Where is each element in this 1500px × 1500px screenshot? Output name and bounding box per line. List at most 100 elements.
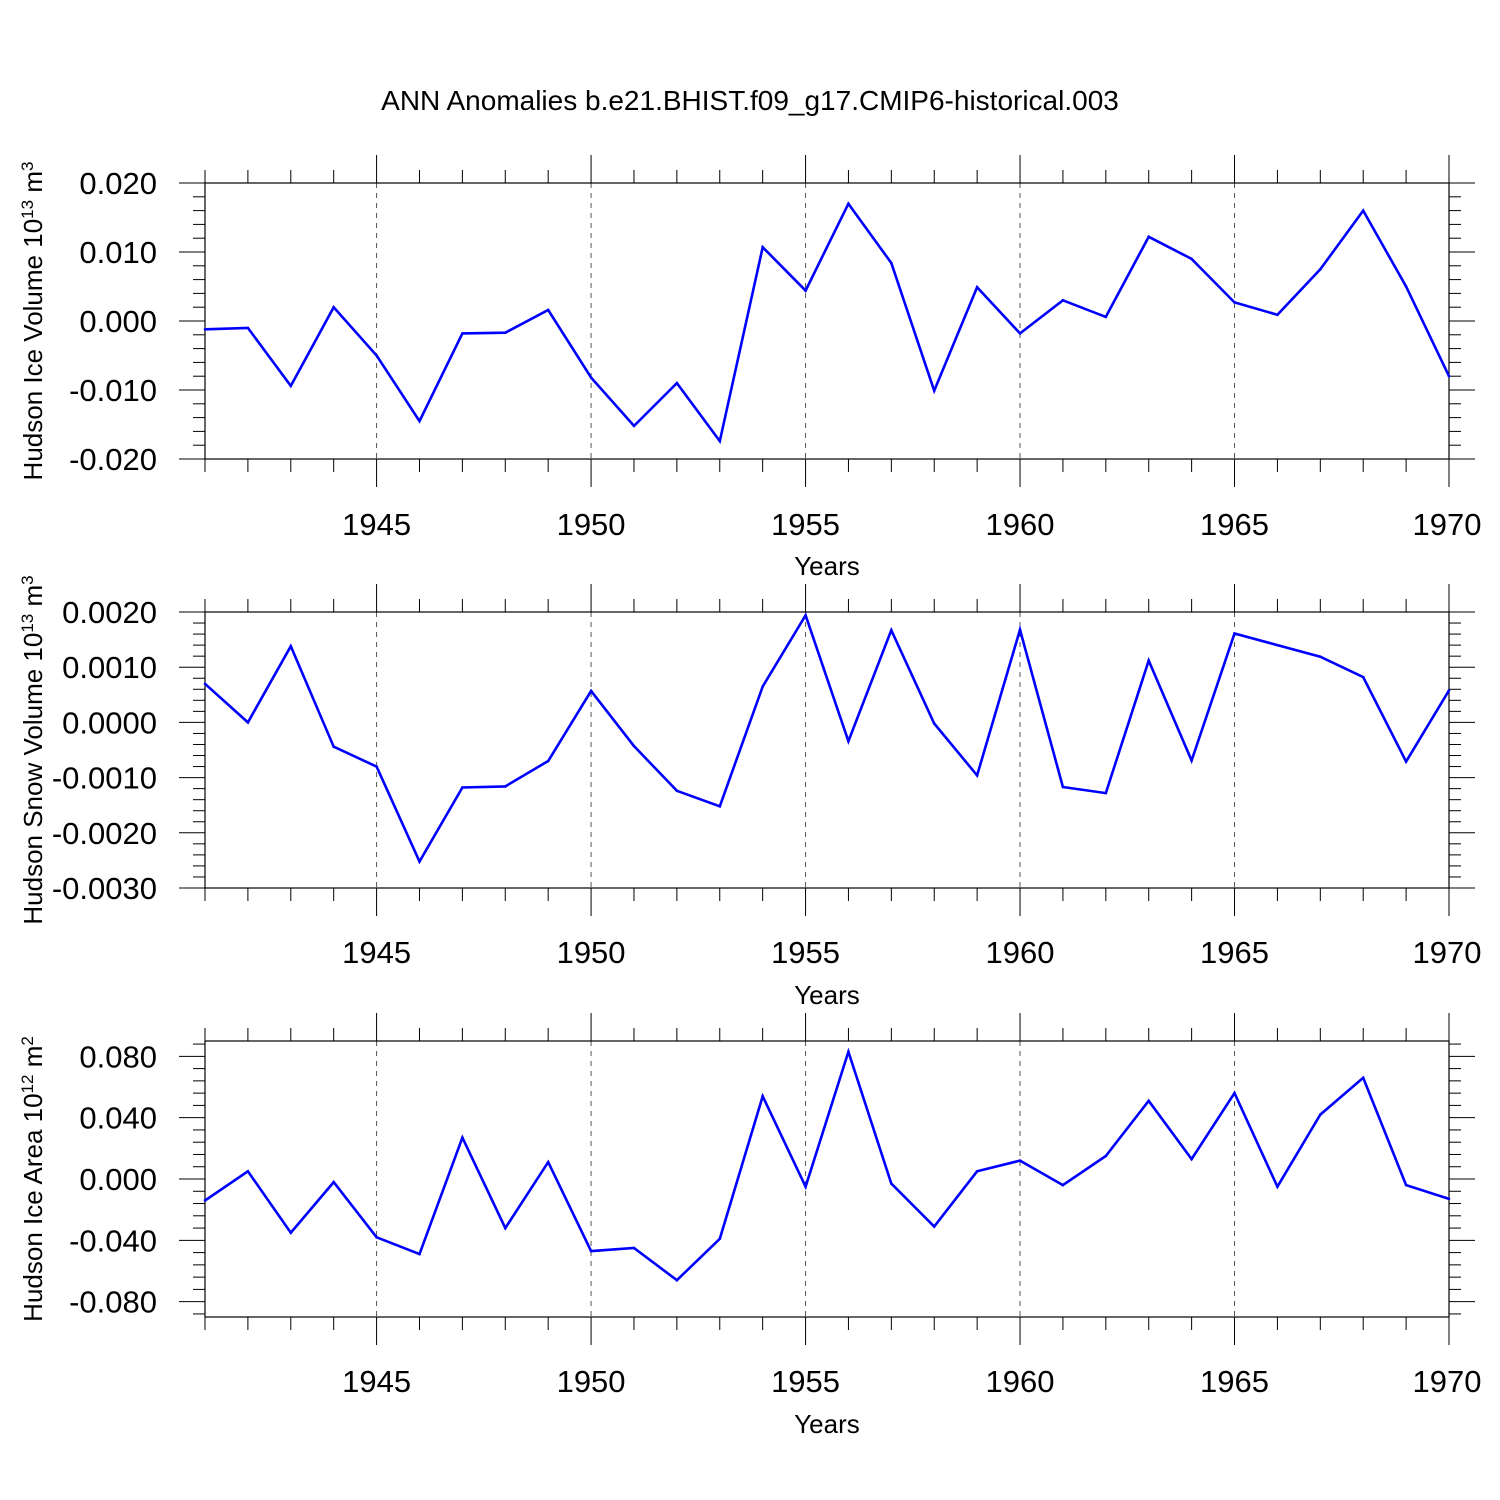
data-point bbox=[1018, 628, 1022, 631]
plot-frame bbox=[204, 182, 1450, 460]
data-point bbox=[503, 331, 507, 335]
plot-frame bbox=[204, 611, 1450, 889]
x-tick-label: 1970 bbox=[1413, 935, 1482, 970]
data-point bbox=[847, 1050, 850, 1054]
data-point bbox=[804, 1185, 807, 1188]
data-point bbox=[1018, 1159, 1022, 1162]
data-point bbox=[718, 439, 722, 443]
data-point bbox=[890, 1182, 893, 1185]
data-point bbox=[418, 860, 421, 863]
data-point bbox=[1104, 315, 1108, 319]
data-point bbox=[1361, 1076, 1365, 1080]
data-point bbox=[1276, 643, 1279, 647]
data-point bbox=[975, 285, 979, 289]
data-point bbox=[890, 628, 893, 632]
data-point bbox=[1061, 1183, 1065, 1187]
data-point bbox=[1276, 313, 1279, 317]
data-point bbox=[1018, 332, 1022, 335]
plot-frame bbox=[204, 1040, 1450, 1318]
data-point bbox=[1061, 299, 1065, 302]
data-point bbox=[461, 1136, 464, 1139]
y-axis-label: Hudson Ice Area 1012 m2 bbox=[18, 1036, 49, 1322]
data-point bbox=[1447, 689, 1451, 692]
x-tick-label: 1965 bbox=[1200, 935, 1269, 970]
data-point bbox=[847, 202, 850, 205]
y-tick-label: 0.000 bbox=[79, 1162, 157, 1197]
data-point bbox=[289, 384, 293, 388]
data-point bbox=[675, 1278, 679, 1282]
y-axis-label: Hudson Ice Volume 1013 m3 bbox=[18, 162, 49, 481]
data-point bbox=[675, 381, 679, 385]
data-point bbox=[375, 765, 378, 768]
data-point bbox=[289, 644, 293, 648]
x-axis-label: Years bbox=[794, 980, 860, 1010]
data-point bbox=[1190, 759, 1193, 762]
data-point bbox=[1190, 257, 1193, 261]
data-point bbox=[589, 689, 593, 693]
y-tick-label: 0.080 bbox=[79, 1039, 157, 1074]
data-point bbox=[1233, 1091, 1236, 1095]
chart-panel-1: -0.020 -0.010 0.000 0.010 0.020 1945 1950 1955 1… bbox=[18, 155, 1482, 581]
series-line bbox=[204, 1047, 1450, 1282]
data-point bbox=[461, 786, 464, 789]
data-point bbox=[761, 685, 764, 688]
data-point bbox=[546, 1160, 550, 1164]
data-point bbox=[1104, 1154, 1108, 1158]
y-tick-label: -0.080 bbox=[69, 1285, 157, 1320]
x-tick-label: 1955 bbox=[771, 1364, 840, 1399]
data-point bbox=[332, 1180, 335, 1184]
y-tick-label: 0.020 bbox=[79, 166, 157, 201]
data-point bbox=[546, 308, 550, 312]
x-tick-label: 1965 bbox=[1200, 1364, 1269, 1399]
x-tick-label: 1970 bbox=[1413, 1364, 1482, 1399]
data-point bbox=[1404, 285, 1408, 288]
data-point bbox=[932, 1225, 936, 1228]
data-point bbox=[203, 1199, 207, 1202]
data-point bbox=[975, 1170, 979, 1173]
data-point bbox=[461, 332, 464, 335]
data-point bbox=[890, 261, 893, 265]
chart-panel-3: -0.080 -0.040 0.000 0.040 0.080 1945 1950 1955 1… bbox=[18, 1013, 1482, 1439]
data-point bbox=[332, 745, 335, 748]
data-point bbox=[718, 805, 722, 808]
data-point bbox=[1447, 1197, 1451, 1201]
x-tick-label: 1960 bbox=[986, 1364, 1055, 1399]
data-point bbox=[932, 389, 936, 392]
data-point bbox=[1319, 267, 1322, 271]
y-tick-label: -0.020 bbox=[69, 442, 157, 477]
series-line bbox=[204, 612, 1451, 865]
x-tick-label: 1955 bbox=[771, 935, 840, 970]
data-point bbox=[1233, 632, 1236, 635]
y-tick-label: 0.010 bbox=[79, 235, 157, 270]
data-point bbox=[1319, 1113, 1322, 1116]
y-tick-label: -0.0010 bbox=[52, 761, 157, 796]
data-point bbox=[1190, 1157, 1193, 1161]
data-point bbox=[1404, 1183, 1408, 1187]
data-point bbox=[804, 614, 807, 617]
data-point bbox=[1319, 655, 1322, 659]
data-point bbox=[375, 354, 378, 357]
data-point bbox=[246, 1170, 250, 1173]
data-point bbox=[718, 1237, 722, 1241]
data-point bbox=[289, 1231, 293, 1234]
data-point bbox=[332, 305, 335, 309]
x-tick-label: 1945 bbox=[342, 507, 411, 542]
data-point bbox=[589, 1249, 593, 1253]
data-point bbox=[375, 1235, 378, 1239]
x-tick-label: 1960 bbox=[986, 507, 1055, 542]
x-tick-label: 1970 bbox=[1413, 507, 1482, 542]
y-tick-label: -0.0020 bbox=[52, 816, 157, 851]
data-point bbox=[503, 785, 507, 788]
chart-title: ANN Anomalies b.e21.BHIST.f09_g17.CMIP6-… bbox=[381, 85, 1119, 116]
x-tick-label: 1945 bbox=[342, 1364, 411, 1399]
data-point bbox=[203, 682, 207, 686]
data-point bbox=[632, 1246, 636, 1250]
data-point bbox=[761, 245, 764, 249]
y-tick-label: 0.040 bbox=[79, 1101, 157, 1136]
y-axis-label: Hudson Snow Volume 1013 m3 bbox=[18, 575, 49, 924]
data-point bbox=[1361, 675, 1365, 679]
data-point bbox=[975, 774, 979, 777]
x-tick-label: 1950 bbox=[557, 935, 626, 970]
y-tick-label: -0.0030 bbox=[52, 871, 157, 906]
